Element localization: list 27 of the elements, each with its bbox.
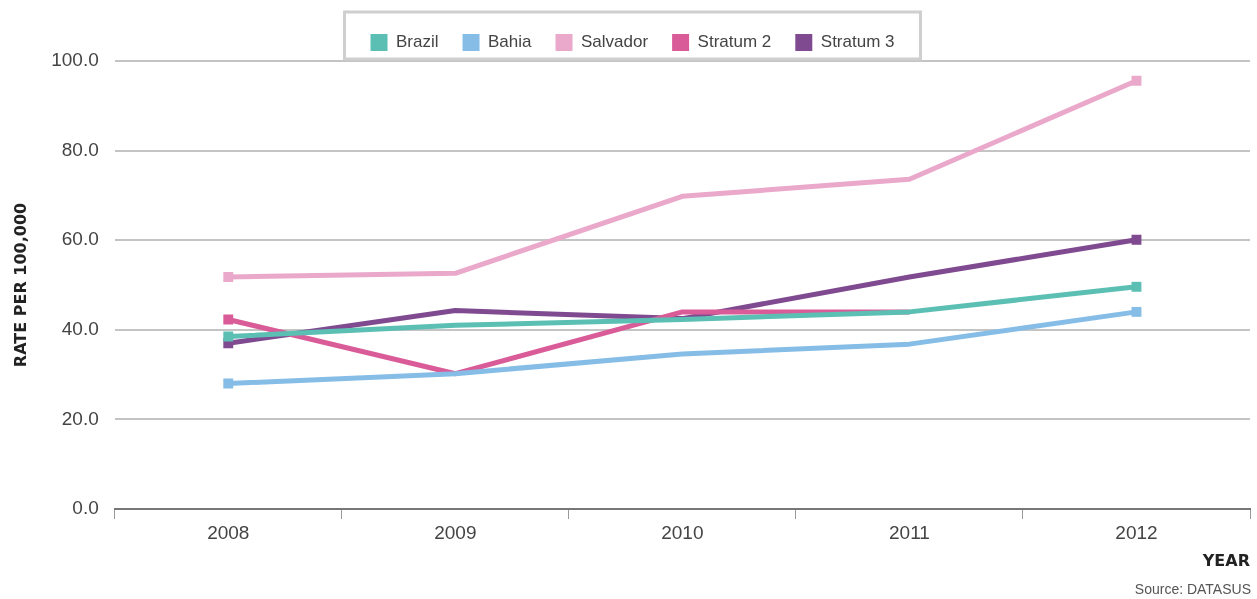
x-tick-label: 2009 [434,521,477,543]
point [1131,75,1142,86]
x-tick-label: 2012 [1115,521,1158,543]
x-axis-title: YEAR [1201,550,1250,570]
source-note: Source: DATASUS [1134,581,1251,597]
x-tick-label: 2011 [888,521,930,543]
point [223,378,234,389]
legend-label: Brazil [396,32,439,52]
y-tick-label: 100.0 [51,49,99,71]
point [1131,234,1142,245]
point [223,314,234,325]
point [1131,281,1142,292]
point [1131,306,1142,317]
y-axis-title: RATE PER 100,000 [10,202,30,368]
y-tick-label: 40.0 [61,318,99,340]
x-tick-label: 2010 [661,521,704,543]
x-tick-label: 2008 [207,521,250,543]
y-tick-label: 20.0 [61,407,99,429]
y-tick-label: 0.0 [72,497,99,519]
y-tick-label: 60.0 [61,228,99,250]
legend-label: Stratum 2 [697,32,772,52]
legend-label: Stratum 3 [820,32,895,52]
y-tick-label: 80.0 [61,138,99,160]
legend-label: Salvador [581,32,649,52]
legend-label: Bahia [488,32,533,52]
point [223,271,234,282]
point [223,331,234,342]
